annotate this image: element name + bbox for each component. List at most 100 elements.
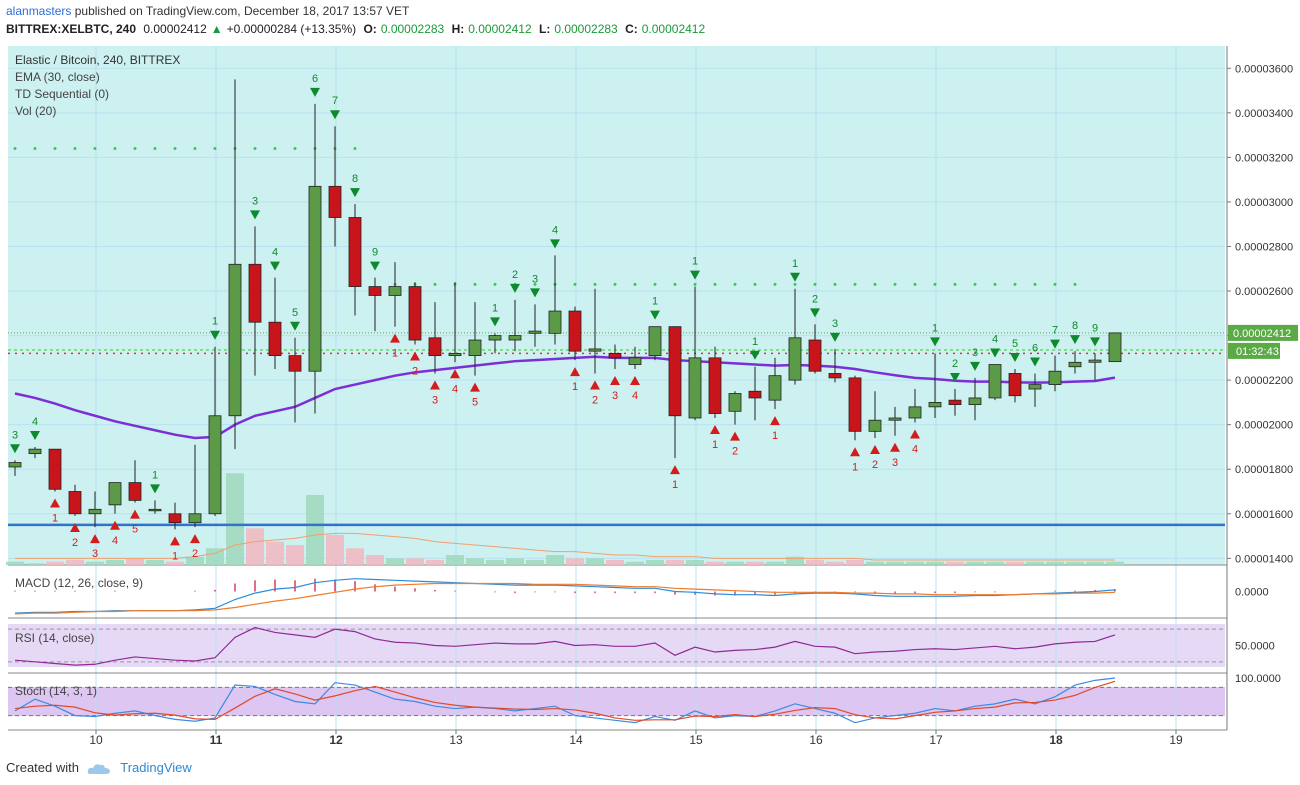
- volume-bar: [286, 545, 304, 565]
- candle-up: [968, 397, 982, 406]
- candle-down: [48, 448, 62, 490]
- candle-down: [68, 491, 82, 515]
- volume-bar: [66, 560, 84, 565]
- x-tick-label: 15: [689, 733, 703, 747]
- candle-up: [308, 185, 322, 372]
- td-buy-count: 3: [12, 429, 18, 441]
- x-tick-label: 18: [1049, 733, 1063, 747]
- volume-bar: [846, 560, 864, 565]
- candle-up: [8, 462, 22, 468]
- open-label: O:: [363, 22, 377, 36]
- td-sell-count: 3: [892, 457, 898, 469]
- td-sell-triangle: [170, 536, 180, 546]
- td-buy-triangle: [690, 270, 700, 280]
- candle-up: [548, 310, 562, 334]
- td-dot-level-2: [1033, 282, 1037, 286]
- candle-up: [388, 286, 402, 296]
- td-dot-level-2: [1053, 282, 1057, 286]
- legend-rsi: RSI (14, close): [15, 631, 94, 645]
- td-buy-count: 1: [212, 316, 218, 328]
- volume-bar: [666, 560, 684, 565]
- td-buy-triangle: [10, 444, 20, 454]
- volume-bar: [766, 561, 784, 565]
- volume-bar: [886, 561, 904, 565]
- td-buy-triangle: [950, 373, 960, 383]
- close-label: C:: [625, 22, 638, 36]
- candle-down: [568, 310, 582, 352]
- volume-bar: [746, 561, 764, 565]
- low-label: L:: [538, 22, 551, 36]
- volume-bar: [706, 561, 724, 565]
- td-sell-count: 5: [472, 397, 478, 409]
- td-dot-level-2: [433, 282, 437, 286]
- td-dot-level-1: [53, 146, 57, 150]
- stoch-k-line: [14, 677, 1116, 724]
- volume-bar: [426, 560, 444, 565]
- candle-down: [848, 377, 862, 432]
- td-buy-triangle: [150, 484, 160, 494]
- ema-line: [14, 355, 1116, 440]
- td-buy-count: 8: [1072, 320, 1078, 332]
- td-buy-triangle: [1090, 337, 1100, 347]
- td-dot-level-1: [173, 146, 177, 150]
- td-buy-triangle: [750, 350, 760, 360]
- td-dot-level-2: [913, 282, 917, 286]
- td-buy-triangle: [1070, 335, 1080, 345]
- td-sell-count: 1: [672, 479, 678, 491]
- td-dot-level-2: [493, 282, 497, 286]
- td-dot-level-1: [213, 146, 217, 150]
- volume-bar: [146, 560, 164, 565]
- td-sell-count: 4: [632, 390, 638, 402]
- candle-up: [928, 401, 942, 408]
- volume-bar: [346, 548, 364, 565]
- td-buy-triangle: [930, 337, 940, 347]
- td-sell-count: 1: [52, 512, 58, 524]
- y-tick-label: 0.00002800: [1235, 241, 1293, 253]
- volume-bar: [186, 556, 204, 565]
- td-buy-count: 7: [332, 95, 338, 107]
- td-dot-level-2: [873, 282, 877, 286]
- candle-up: [788, 337, 802, 381]
- td-sell-count: 2: [872, 459, 878, 471]
- last-price-badge: [1228, 324, 1298, 341]
- candle-up: [108, 482, 122, 506]
- td-dot-level-1: [113, 146, 117, 150]
- volume-bar: [826, 561, 844, 565]
- author-link[interactable]: alanmasters: [6, 4, 72, 18]
- td-sell-triangle: [730, 431, 740, 441]
- td-sell-count: 5: [132, 524, 138, 536]
- tradingview-link[interactable]: TradingView: [120, 760, 192, 775]
- td-buy-triangle: [1010, 352, 1020, 362]
- td-buy-count: 4: [552, 224, 558, 236]
- y-tick-label: 0.00002600: [1235, 286, 1293, 298]
- candle-up: [208, 415, 222, 515]
- td-sell-triangle: [870, 445, 880, 455]
- td-buy-triangle: [30, 430, 40, 440]
- td-buy-count: 1: [792, 258, 798, 270]
- td-sell-count: 2: [412, 365, 418, 377]
- td-buy-count: 1: [152, 469, 158, 481]
- last-price: 0.00002412: [143, 22, 207, 36]
- candle-down: [668, 326, 682, 417]
- td-sell-triangle: [410, 351, 420, 361]
- td-buy-triangle: [1050, 339, 1060, 349]
- td-dot-level-2: [893, 282, 897, 286]
- td-dot-level-2: [713, 282, 717, 286]
- y-tick-label: 0.00003200: [1235, 152, 1293, 164]
- td-dot-level-2: [833, 282, 837, 286]
- td-dot-level-2: [1073, 282, 1077, 286]
- high-label: H:: [451, 22, 465, 36]
- td-dot-level-1: [13, 146, 17, 150]
- volume-bar: [966, 561, 984, 565]
- open-value: 0.00002283: [380, 22, 445, 36]
- x-tick-label: 14: [569, 733, 583, 747]
- candle-down: [1008, 373, 1022, 397]
- low-value: 0.00002283: [554, 22, 618, 36]
- td-buy-triangle: [1030, 357, 1040, 367]
- td-buy-count: 1: [752, 336, 758, 348]
- td-buy-count: 9: [372, 247, 378, 259]
- candle-down: [948, 399, 962, 406]
- td-dot-level-2: [1013, 282, 1017, 286]
- candle-up: [648, 326, 662, 357]
